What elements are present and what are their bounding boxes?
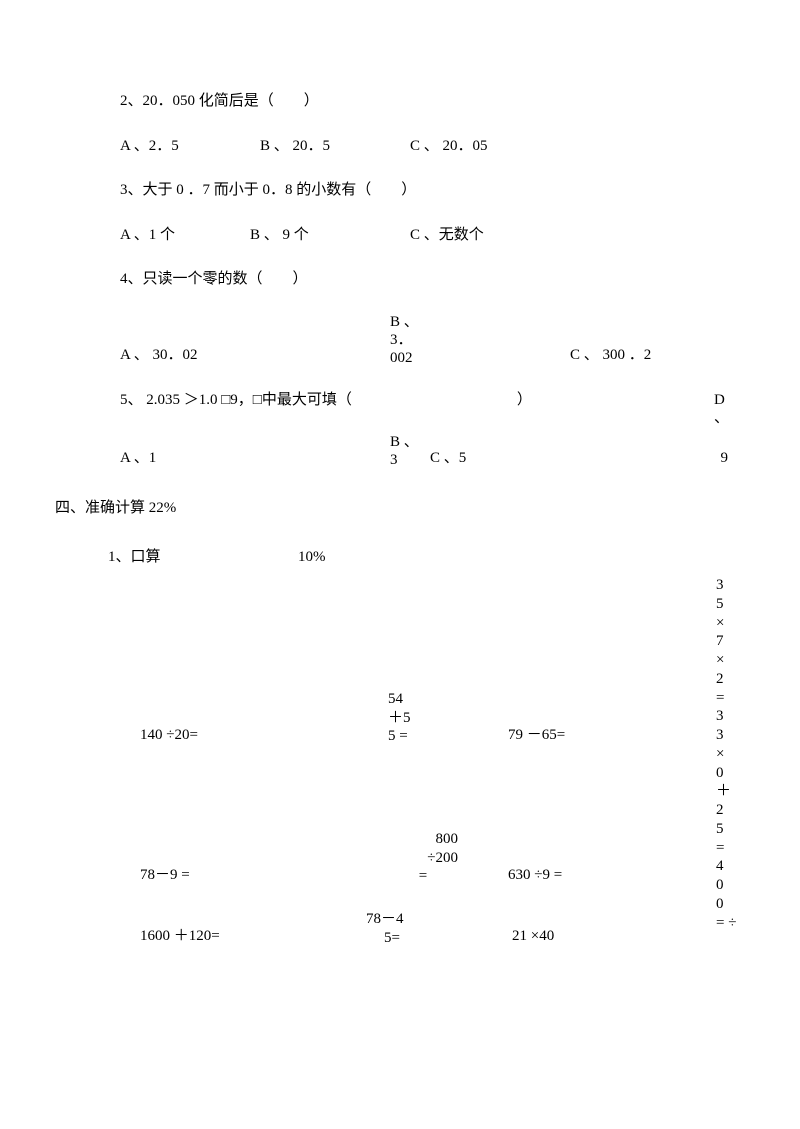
calc-r1c1: 140 ÷20= xyxy=(140,724,388,747)
section-4-title: 四、准确计算 22% xyxy=(55,500,176,516)
rc-10: 0 xyxy=(716,764,730,783)
q3-opt-a: A 、1 个 xyxy=(120,224,250,247)
rc-0: 3 xyxy=(716,576,730,595)
q5-text: 5、 2.035 ＞1.0 □9，□中最大可填（ ） xyxy=(120,392,532,408)
rc-7: 3 xyxy=(716,707,730,726)
calc-r2c1: 78－9 = xyxy=(140,864,388,887)
calc-r1c2-c: 5 = xyxy=(388,727,458,746)
q4-opt-b: B 、 3． 002 xyxy=(390,313,450,367)
calc-r2c3: 630 ÷9 = xyxy=(458,864,718,887)
rc-2: × xyxy=(716,614,730,633)
q5-options: A 、1 B 、 3 C 、5 D 、 9 xyxy=(0,433,800,469)
calc-r3c2-b: 5= xyxy=(366,929,466,948)
rc-12: 2 xyxy=(716,801,730,820)
question-5: 5、 2.035 ＞1.0 □9，□中最大可填（ ） xyxy=(0,389,800,412)
rc-11: ＋ xyxy=(716,782,730,801)
q2-opt-a: A 、2．5 xyxy=(120,135,260,158)
calc-r3c2: 78－4 5= xyxy=(366,910,466,948)
calc-r3c2-a: 78－4 xyxy=(366,910,466,929)
q4-opt-b-line1: B 、 xyxy=(390,313,450,331)
q2-text: 2、20．050 化简后是（ ） xyxy=(120,93,319,109)
q5-opt-b: B 、 3 xyxy=(390,433,430,469)
rc-1: 5 xyxy=(716,595,730,614)
q5-opt-d-line1: D xyxy=(714,391,728,409)
q4-opt-b-line2: 3． xyxy=(390,331,450,349)
q4-opt-a: A 、 30．02 xyxy=(120,344,390,367)
worksheet-page: 2、20．050 化简后是（ ） A 、2．5 B 、 20．5 C 、 20．… xyxy=(0,0,800,988)
q5-opt-b-line1: B 、 xyxy=(390,433,430,451)
calc-r1c2-b: ＋5 xyxy=(388,709,458,728)
rc-13: 5 xyxy=(716,820,730,839)
q4-options: A 、 30．02 B 、 3． 002 C 、 300 ．2 xyxy=(0,313,800,367)
rc-18: = ÷ xyxy=(716,914,730,933)
calc-row-3: 1600 ＋120= 78－4 5= 21 ×40 xyxy=(140,910,740,948)
q5-opt-d-line2: 、 xyxy=(714,409,728,427)
calc-r3c3: 21 ×40 xyxy=(466,925,692,948)
rc-14: = xyxy=(716,839,730,858)
calc-row-2: 78－9 = 800 ÷200 = 630 ÷9 = xyxy=(140,746,740,886)
calc-header: 1、口算 10% xyxy=(0,546,800,569)
rc-17: 0 xyxy=(716,895,730,914)
calc-r3c1: 1600 ＋120= xyxy=(140,925,366,948)
q2-options: A 、2．5 B 、 20．5 C 、 20．05 xyxy=(0,135,800,158)
q3-text: 3、大于 0 ．7 而小于 0．8 的小数有（ ） xyxy=(120,182,416,198)
calc-r1c3: 79 －65= xyxy=(458,724,718,747)
q5-opt-b-line2: 3 xyxy=(390,451,430,469)
rc-5: 2 xyxy=(716,670,730,689)
q3-opt-c: C 、无数个 xyxy=(410,224,484,247)
rc-3: 7 xyxy=(716,632,730,651)
rc-8: 3 xyxy=(716,726,730,745)
calc-row-1: 140 ÷20= 54 ＋5 5 = 79 －65= xyxy=(140,576,740,746)
q4-opt-c: C 、 300 ．2 xyxy=(450,344,800,367)
section-4-header: 四、准确计算 22% xyxy=(0,497,800,520)
q5-opt-d-value: 9 xyxy=(721,447,729,470)
q5-opt-c: C 、5 xyxy=(430,447,510,470)
rc-16: 0 xyxy=(716,876,730,895)
question-4: 4、只读一个零的数（ ） xyxy=(0,268,800,291)
q2-opt-c: C 、 20．05 xyxy=(410,135,488,158)
question-3: 3、大于 0 ．7 而小于 0．8 的小数有（ ） xyxy=(0,179,800,202)
calc-grid: 3 5 × 7 × 2 = 3 3 × 0 ＋ 2 5 = 4 0 0 = ÷ … xyxy=(0,576,800,948)
question-2: 2、20．050 化简后是（ ） xyxy=(0,90,800,113)
calc-r2c2: 800 ÷200 = xyxy=(388,830,458,886)
rc-4: × xyxy=(716,651,730,670)
q2-opt-b: B 、 20．5 xyxy=(260,135,410,158)
q3-opt-b: B 、 9 个 xyxy=(250,224,410,247)
q4-text: 4、只读一个零的数（ ） xyxy=(120,271,308,287)
rc-9: × xyxy=(716,745,730,764)
calc-r2c2-b: ÷200 xyxy=(388,849,458,868)
rc-15: 4 xyxy=(716,857,730,876)
q5-opt-a: A 、1 xyxy=(120,447,390,470)
calc-percent: 10% xyxy=(298,546,326,569)
q5-opt-d-label: D 、 xyxy=(714,391,728,427)
calc-r1c2: 54 ＋5 5 = xyxy=(388,690,458,746)
calc-r2c2-c: = xyxy=(388,867,458,886)
rc-6: = xyxy=(716,689,730,708)
q3-options: A 、1 个 B 、 9 个 C 、无数个 xyxy=(0,224,800,247)
calc-r1c2-a: 54 xyxy=(388,690,458,709)
calc-right-column: 3 5 × 7 × 2 = 3 3 × 0 ＋ 2 5 = 4 0 0 = ÷ xyxy=(716,576,730,932)
q4-opt-b-line3: 002 xyxy=(390,349,450,367)
calc-label: 1、口算 xyxy=(108,546,298,569)
calc-r2c2-a: 800 xyxy=(388,830,458,849)
